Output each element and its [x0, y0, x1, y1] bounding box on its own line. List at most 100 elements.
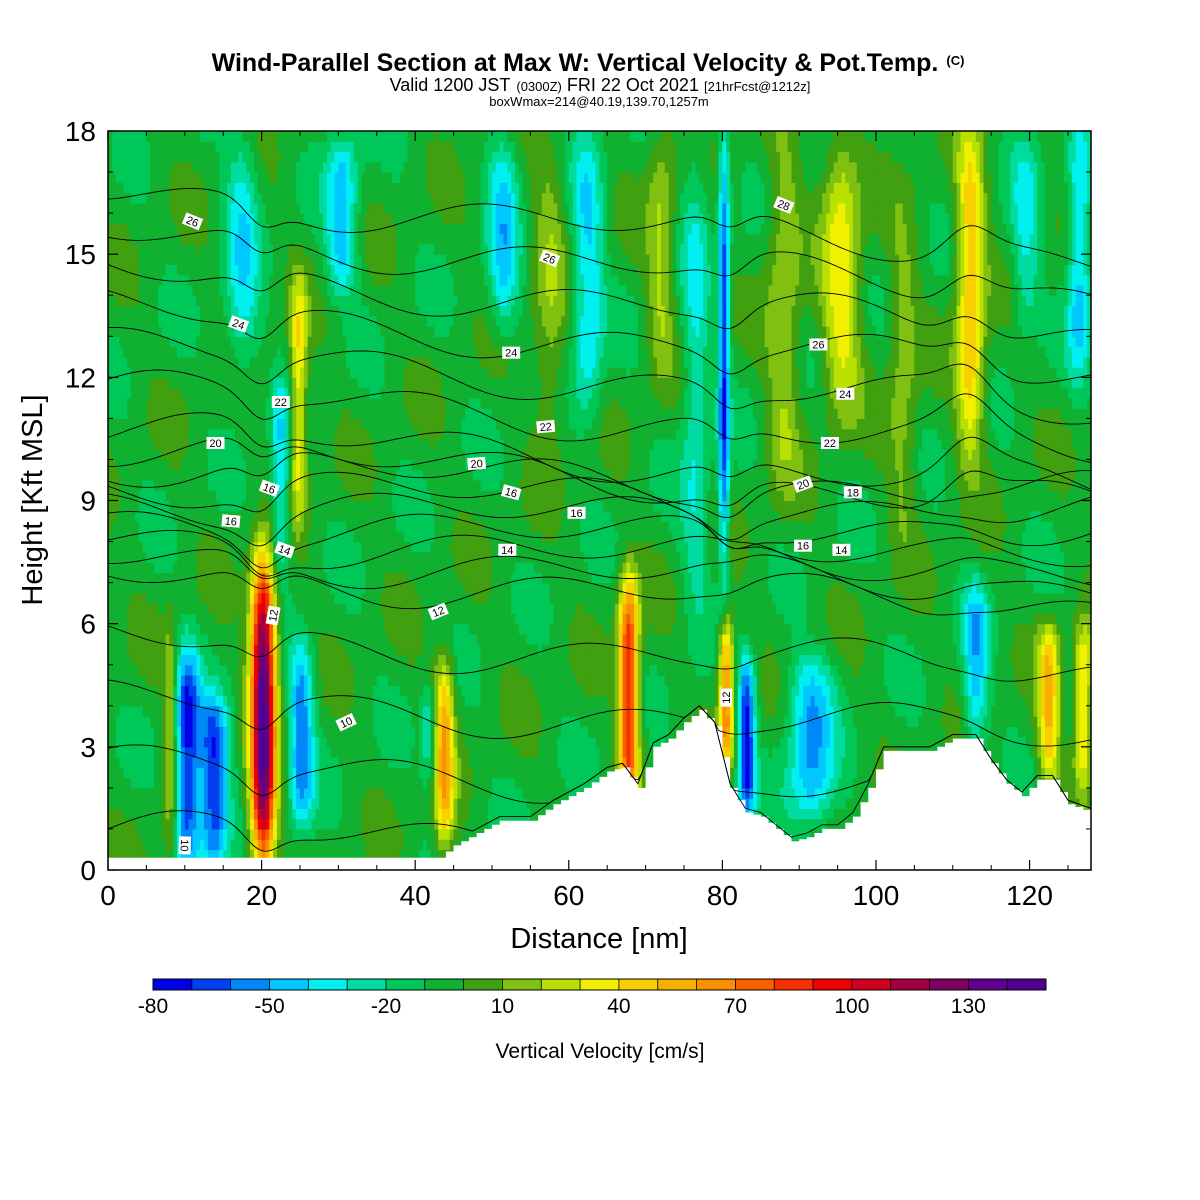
w-cell	[253, 726, 259, 738]
w-cell	[361, 326, 366, 337]
w-cell	[142, 315, 147, 327]
w-cell	[319, 510, 324, 522]
w-cell	[138, 223, 144, 235]
w-cell	[161, 346, 167, 358]
w-cell	[242, 777, 247, 789]
w-cell	[192, 664, 197, 676]
w-cell	[307, 664, 313, 676]
w-cell	[273, 828, 278, 840]
w-cell	[292, 767, 297, 779]
w-cell	[253, 757, 259, 768]
w-cell	[299, 243, 305, 255]
w-cell	[119, 674, 124, 686]
w-cell	[334, 757, 339, 768]
w-cell	[349, 726, 355, 738]
w-cell	[307, 541, 313, 553]
w-cell	[250, 264, 255, 276]
w-cell	[161, 828, 167, 840]
w-cell	[192, 674, 197, 686]
w-cell	[242, 664, 247, 676]
w-cell	[315, 685, 320, 697]
w-cell	[215, 387, 220, 399]
w-cell	[326, 438, 332, 450]
w-cell	[131, 233, 136, 245]
w-cell	[265, 459, 270, 471]
w-cell	[207, 716, 213, 727]
w-cell	[165, 202, 171, 214]
w-cell	[184, 664, 190, 676]
w-cell	[223, 469, 228, 481]
w-cell	[269, 202, 274, 214]
w-cell	[173, 469, 178, 481]
w-cell	[253, 777, 259, 789]
w-cell	[238, 654, 243, 666]
w-cell	[250, 151, 255, 163]
w-cell	[169, 828, 174, 840]
w-cell	[261, 767, 267, 779]
w-cell	[146, 356, 151, 368]
w-cell	[365, 161, 370, 173]
w-cell	[177, 777, 182, 789]
w-cell	[146, 192, 151, 204]
w-cell	[119, 736, 124, 748]
w-cell	[204, 818, 209, 830]
w-cell	[338, 243, 343, 255]
w-cell	[357, 295, 363, 307]
w-cell	[342, 603, 347, 614]
w-cell	[207, 397, 213, 409]
w-cell	[219, 490, 224, 502]
w-cell	[319, 202, 324, 214]
w-cell	[177, 716, 182, 727]
w-cell	[157, 223, 163, 235]
w-cell	[119, 582, 124, 594]
w-cell	[165, 818, 171, 830]
w-cell	[204, 736, 209, 748]
w-cell	[280, 223, 286, 235]
w-cell	[177, 500, 182, 512]
w-cell	[123, 397, 128, 409]
w-cell	[111, 141, 117, 153]
w-cell	[127, 644, 132, 656]
w-cell	[188, 264, 194, 276]
w-cell	[334, 408, 339, 419]
w-cell	[319, 674, 324, 686]
w-cell	[154, 305, 159, 317]
w-cell	[184, 418, 190, 430]
w-cell	[334, 315, 339, 327]
w-cell	[334, 151, 339, 163]
w-cell	[242, 695, 247, 707]
w-cell	[192, 798, 197, 810]
w-cell	[280, 531, 286, 543]
w-cell	[349, 192, 355, 204]
w-cell	[257, 264, 263, 276]
w-cell	[257, 346, 263, 358]
w-cell	[253, 674, 259, 686]
w-cell	[338, 695, 343, 707]
w-cell	[138, 233, 144, 245]
w-cell	[127, 264, 132, 276]
w-cell	[180, 346, 186, 358]
w-cell	[215, 664, 220, 676]
w-cell	[188, 295, 194, 307]
w-cell	[288, 428, 293, 440]
w-cell	[138, 346, 144, 358]
w-cell	[257, 161, 263, 173]
w-cell	[192, 849, 197, 861]
w-cell	[200, 818, 205, 830]
w-cell	[142, 787, 147, 799]
w-cell	[296, 418, 301, 430]
w-cell	[284, 151, 290, 163]
w-cell	[200, 479, 205, 491]
w-cell	[253, 664, 259, 676]
w-cell	[307, 346, 313, 358]
w-cell	[180, 808, 186, 820]
w-cell	[150, 264, 155, 276]
w-cell	[215, 787, 220, 799]
w-cell	[169, 695, 174, 707]
w-cell	[169, 469, 174, 481]
w-cell	[299, 469, 305, 481]
w-cell	[365, 151, 370, 163]
w-cell	[265, 264, 270, 276]
w-cell	[342, 787, 347, 799]
w-cell	[257, 408, 263, 419]
